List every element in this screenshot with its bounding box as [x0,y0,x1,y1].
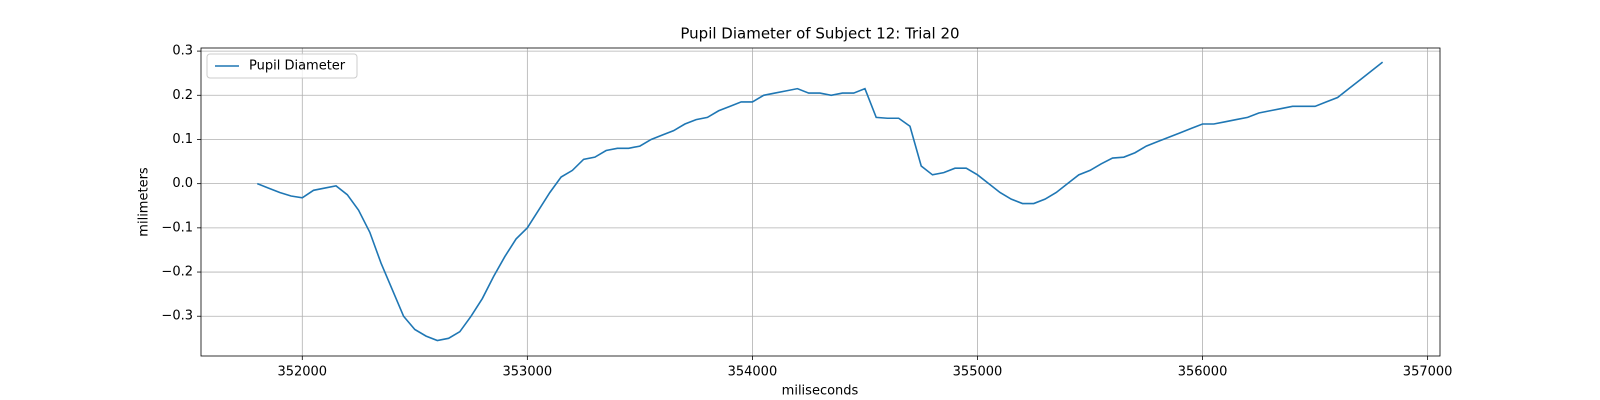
legend-label: Pupil Diameter [249,59,346,74]
y-tick-label: 0.0 [172,176,193,191]
x-tick-label: 357000 [1403,365,1453,380]
data-line [256,61,1384,342]
y-tick-label: 0.1 [172,132,193,147]
y-tick-label: 0.2 [172,88,193,103]
y-tick-label: −0.3 [161,309,193,324]
x-tick-label: 355000 [953,365,1003,380]
chart-title: Pupil Diameter of Subject 12: Trial 20 [680,25,959,43]
x-tick-label: 352000 [277,365,327,380]
x-tick-label: 356000 [1178,365,1228,380]
legend-box [206,53,358,79]
x-axis-label: miliseconds [782,384,859,399]
y-tick-label: −0.1 [161,220,193,235]
plot-frame [200,47,1441,357]
y-axis-label: milimeters [137,167,152,237]
y-tick-label: −0.2 [161,265,193,280]
y-tick-label: 0.3 [172,44,193,59]
x-tick-label: 353000 [503,365,553,380]
x-tick-label: 354000 [728,365,778,380]
